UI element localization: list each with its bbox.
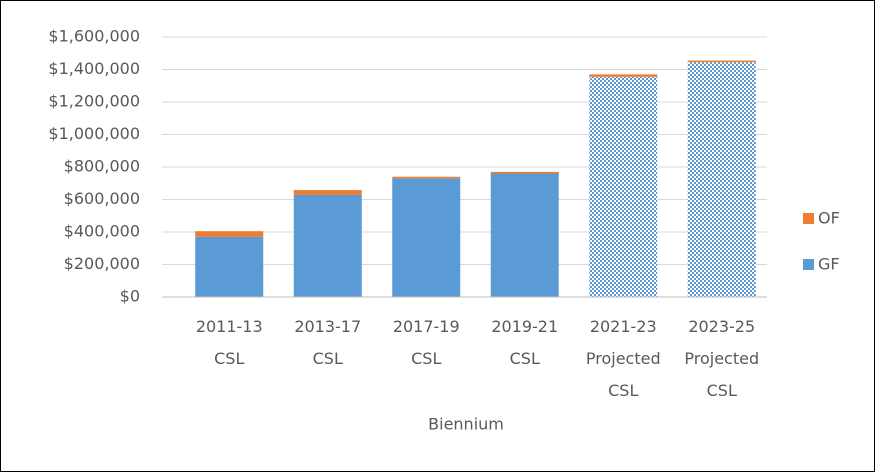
y-tick-label: $1,200,000 bbox=[48, 92, 140, 111]
y-tick-label: $800,000 bbox=[64, 157, 140, 176]
bar-segment bbox=[490, 171, 559, 174]
bar-segment bbox=[293, 190, 362, 195]
legend-swatch bbox=[803, 213, 814, 224]
y-tick-label: $1,000,000 bbox=[48, 124, 140, 143]
bar-segment bbox=[195, 236, 264, 297]
y-tick-label: $600,000 bbox=[64, 189, 140, 208]
bar-segment bbox=[490, 173, 559, 297]
x-axis-title: Biennium bbox=[428, 415, 504, 434]
bar-segment bbox=[687, 60, 756, 63]
x-tick-label: 2023-25 Projected CSL bbox=[684, 317, 760, 400]
bar-segment bbox=[392, 178, 461, 297]
y-tick-label: $400,000 bbox=[64, 222, 140, 241]
x-tick-label: 2019-21 CSL bbox=[491, 317, 559, 368]
x-tick-label: 2017-19 CSL bbox=[392, 317, 460, 368]
bar-segment bbox=[687, 62, 756, 297]
x-tick-label: 2011-13 CSL bbox=[195, 317, 263, 368]
legend-label: OF bbox=[818, 209, 840, 228]
bar-segment bbox=[293, 194, 362, 297]
x-tick-label: 2013-17 CSL bbox=[294, 317, 362, 368]
bar-segment bbox=[589, 74, 658, 77]
y-tick-label: $0 bbox=[120, 287, 140, 306]
y-tick-label: $1,400,000 bbox=[48, 59, 140, 78]
bar-segment bbox=[195, 231, 264, 237]
bar-segment bbox=[589, 76, 658, 297]
y-tick-label: $200,000 bbox=[64, 254, 140, 273]
legend-label: GF bbox=[818, 255, 840, 274]
bar-segment bbox=[392, 176, 461, 179]
x-tick-label: 2021-23 Projected CSL bbox=[585, 317, 661, 400]
y-tick-label: $1,600,000 bbox=[48, 27, 140, 46]
legend-swatch bbox=[803, 259, 814, 270]
